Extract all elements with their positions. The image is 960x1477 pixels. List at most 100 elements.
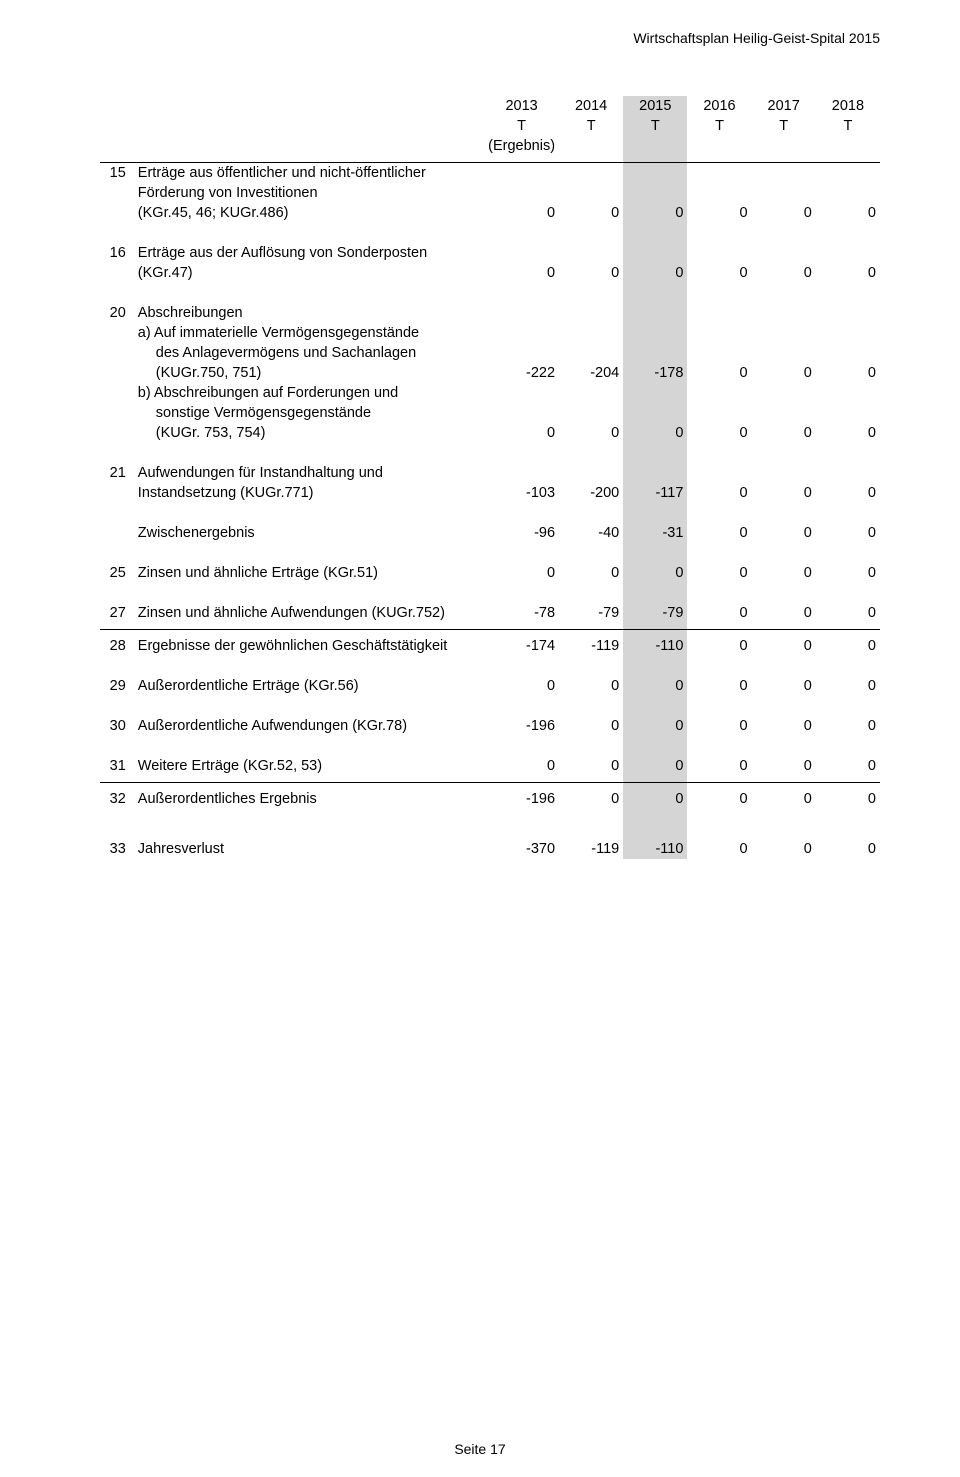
value-cell xyxy=(752,243,816,263)
value-cell xyxy=(687,343,751,363)
row-number: 27 xyxy=(100,603,130,623)
value-cell: 0 xyxy=(752,563,816,583)
table-row: (KUGr.750, 751)-222-204-178000 xyxy=(100,363,880,383)
value-cell-highlighted xyxy=(623,383,687,403)
row-label: Erträge aus öffentlicher und nicht-öffen… xyxy=(130,163,484,184)
value-cell: 0 xyxy=(816,523,880,543)
row-number: 33 xyxy=(100,839,130,859)
value-cell: 0 xyxy=(816,716,880,736)
value-cell: -174 xyxy=(484,636,559,656)
value-cell xyxy=(752,183,816,203)
value-cell: 0 xyxy=(752,263,816,283)
value-cell: 0 xyxy=(559,203,623,223)
value-cell: 0 xyxy=(687,363,751,383)
value-cell: -78 xyxy=(484,603,559,623)
table-row xyxy=(100,543,880,563)
value-cell: 0 xyxy=(752,423,816,443)
value-cell xyxy=(484,323,559,343)
value-cell-highlighted xyxy=(623,323,687,343)
row-label: (KUGr.750, 751) xyxy=(130,363,484,383)
unit-cell: T xyxy=(687,116,751,136)
value-cell: -196 xyxy=(484,789,559,809)
row-label: Aufwendungen für Instandhaltung und xyxy=(130,463,484,483)
table-row xyxy=(100,503,880,523)
ergebnis-cell: (Ergebnis) xyxy=(484,136,559,163)
table-row: (KUGr. 753, 754)000000 xyxy=(100,423,880,443)
ergebnis-row: (Ergebnis) xyxy=(100,136,880,163)
value-cell xyxy=(752,343,816,363)
value-cell-highlighted: -178 xyxy=(623,363,687,383)
value-cell xyxy=(816,163,880,184)
value-cell-highlighted: 0 xyxy=(623,563,687,583)
row-number: 20 xyxy=(100,303,130,323)
table-row: (KGr.47)000000 xyxy=(100,263,880,283)
unit-cell-highlighted: T xyxy=(623,116,687,136)
year-cell: 2014 xyxy=(559,96,623,116)
document-page: Wirtschaftsplan Heilig-Geist-Spital 2015… xyxy=(0,0,960,1477)
value-cell xyxy=(816,403,880,423)
value-cell xyxy=(484,343,559,363)
unit-cell: T xyxy=(484,116,559,136)
value-cell xyxy=(752,323,816,343)
table-row: 21Aufwendungen für Instandhaltung und xyxy=(100,463,880,483)
row-number xyxy=(100,363,130,383)
row-label: a) Auf immaterielle Vermögensgegenstände xyxy=(130,323,484,343)
row-label: Ergebnisse der gewöhnlichen Geschäftstät… xyxy=(130,636,484,656)
value-cell xyxy=(816,243,880,263)
year-cell: 2013 xyxy=(484,96,559,116)
value-cell xyxy=(816,343,880,363)
value-cell: 0 xyxy=(752,789,816,809)
value-cell xyxy=(559,323,623,343)
row-number: 21 xyxy=(100,463,130,483)
row-number: 15 xyxy=(100,163,130,184)
value-cell: 0 xyxy=(752,203,816,223)
year-row: 2013 2014 2015 2016 2017 2018 xyxy=(100,96,880,116)
unit-row: T T T T T T xyxy=(100,116,880,136)
table-row: 27Zinsen und ähnliche Aufwendungen (KUGr… xyxy=(100,603,880,623)
value-cell xyxy=(559,383,623,403)
table-row xyxy=(100,583,880,603)
value-cell xyxy=(484,243,559,263)
row-number xyxy=(100,423,130,443)
table-row: sonstige Vermögensgegenstände xyxy=(100,403,880,423)
value-cell: -196 xyxy=(484,716,559,736)
value-cell xyxy=(484,383,559,403)
row-label: Weitere Erträge (KGr.52, 53) xyxy=(130,756,484,776)
value-cell xyxy=(687,403,751,423)
value-cell: 0 xyxy=(816,423,880,443)
value-cell xyxy=(816,463,880,483)
value-cell: 0 xyxy=(752,676,816,696)
value-cell: -119 xyxy=(559,636,623,656)
value-cell: -200 xyxy=(559,483,623,503)
value-cell-highlighted xyxy=(623,183,687,203)
value-cell: 0 xyxy=(752,756,816,776)
table-row: 31Weitere Erträge (KGr.52, 53)000000 xyxy=(100,756,880,776)
value-cell: -119 xyxy=(559,839,623,859)
value-cell: 0 xyxy=(687,756,751,776)
value-cell: 0 xyxy=(687,676,751,696)
value-cell: -204 xyxy=(559,363,623,383)
value-cell: 0 xyxy=(559,716,623,736)
value-cell xyxy=(687,183,751,203)
row-label: Zinsen und ähnliche Aufwendungen (KUGr.7… xyxy=(130,603,484,623)
row-number xyxy=(100,343,130,363)
row-label: Außerordentliches Ergebnis xyxy=(130,789,484,809)
row-label: des Anlagevermögens und Sachanlagen xyxy=(130,343,484,363)
page-header: Wirtschaftsplan Heilig-Geist-Spital 2015 xyxy=(100,30,880,46)
value-cell: 0 xyxy=(752,483,816,503)
value-cell: 0 xyxy=(484,563,559,583)
value-cell xyxy=(752,403,816,423)
value-cell xyxy=(816,323,880,343)
table-row: Zwischenergebnis-96-40-31000 xyxy=(100,523,880,543)
value-cell-highlighted: 0 xyxy=(623,716,687,736)
value-cell: -370 xyxy=(484,839,559,859)
value-cell: 0 xyxy=(816,483,880,503)
unit-cell: T xyxy=(559,116,623,136)
table-row xyxy=(100,736,880,756)
value-cell-highlighted: -110 xyxy=(623,839,687,859)
value-cell xyxy=(752,463,816,483)
row-label: Instandsetzung (KUGr.771) xyxy=(130,483,484,503)
table-row: 29Außerordentliche Erträge (KGr.56)00000… xyxy=(100,676,880,696)
row-label: Abschreibungen xyxy=(130,303,484,323)
row-label: sonstige Vermögensgegenstände xyxy=(130,403,484,423)
